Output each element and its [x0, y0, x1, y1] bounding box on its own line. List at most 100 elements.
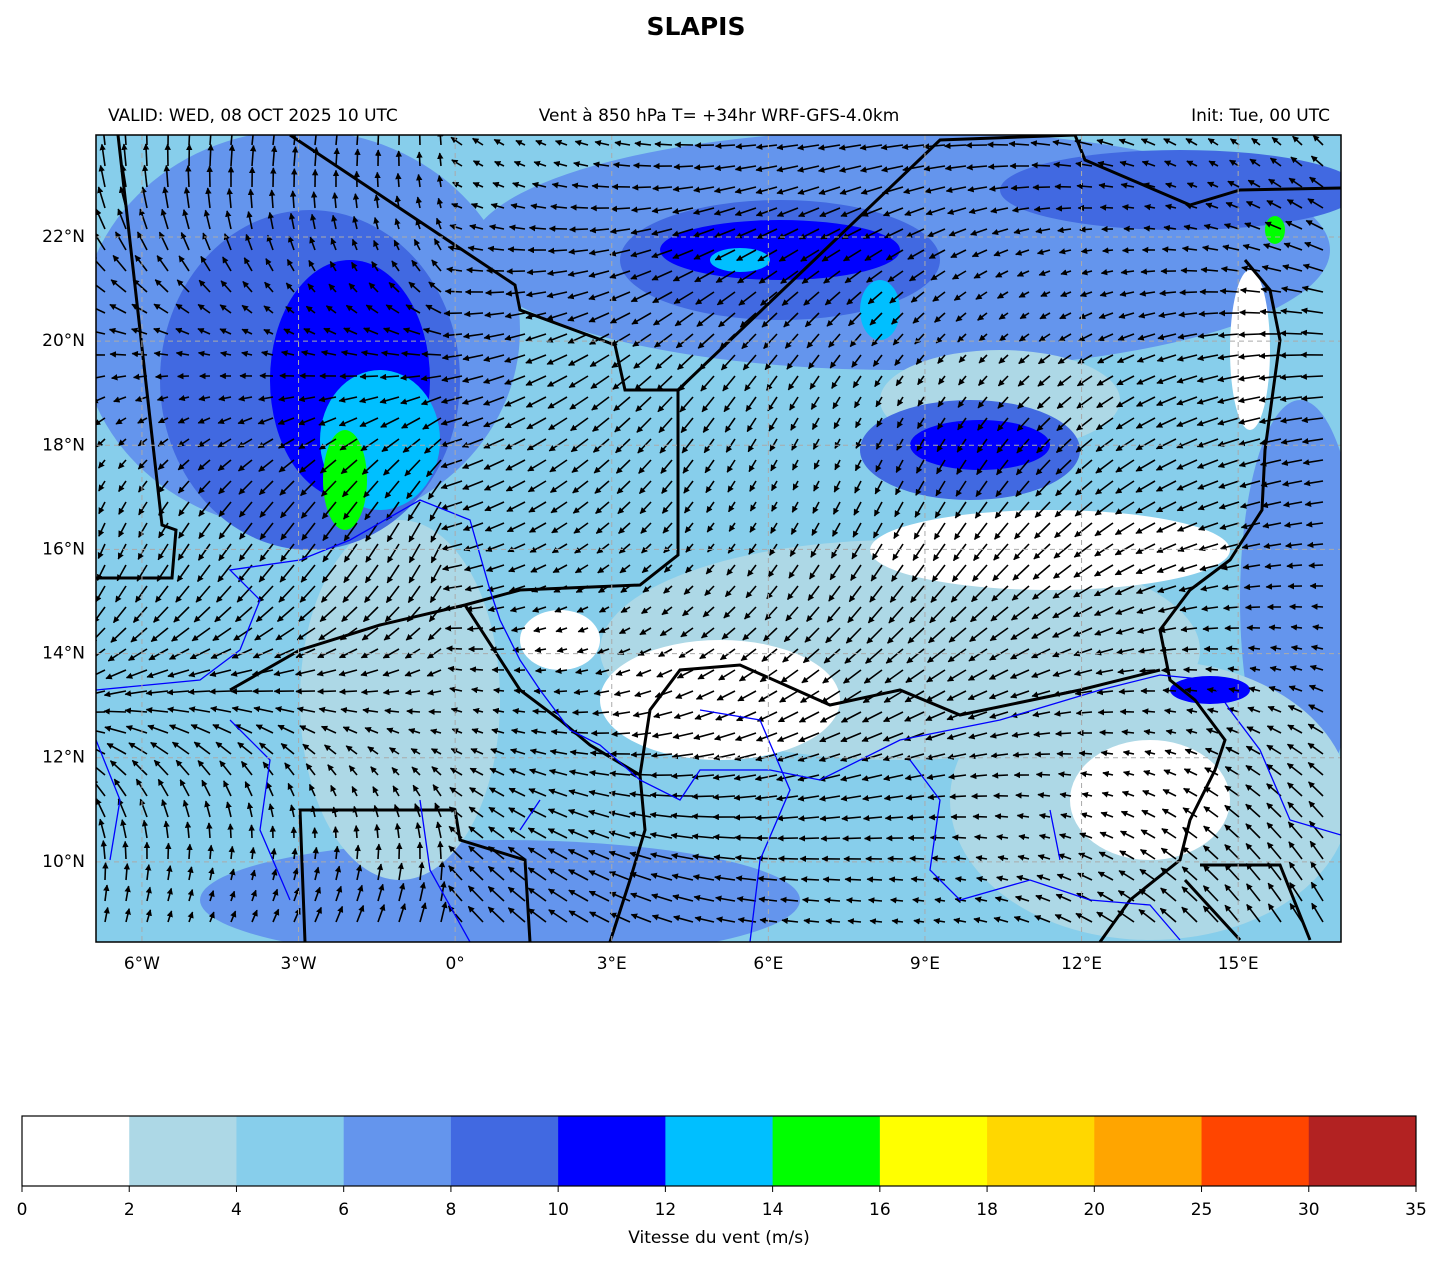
- init-time: Init: Tue, 00 UTC: [1191, 106, 1330, 126]
- wind-arrow: [1016, 795, 1029, 796]
- wind-arrow: [419, 152, 420, 166]
- colorbar-tick-label: 8: [446, 1200, 457, 1220]
- wind-arrow: [821, 838, 840, 839]
- wind-arrow: [445, 291, 462, 292]
- x-tick-label: 12°E: [1061, 954, 1102, 974]
- wind-arrow: [189, 123, 190, 145]
- x-tick-label: 0°: [445, 954, 464, 974]
- speed-patch: [870, 510, 1230, 590]
- x-tick-label: 6°W: [124, 954, 160, 974]
- wind-arrow: [110, 354, 126, 355]
- wind-arrow: [692, 816, 714, 817]
- y-tick-label: 18°N: [42, 435, 85, 455]
- wind-arrow: [1181, 270, 1197, 271]
- speed-patch: [520, 610, 600, 670]
- wind-arrow: [318, 691, 336, 692]
- wind-arrow: [1100, 207, 1113, 208]
- wind-arrow: [632, 187, 651, 188]
- wind-arrow: [953, 837, 966, 838]
- wind-arrow: [1206, 669, 1218, 670]
- wind-arrow: [188, 166, 189, 187]
- wind-arrow: [950, 796, 966, 797]
- wind-arrow: [1280, 333, 1302, 334]
- wind-arrow: [867, 879, 882, 880]
- wind-arrow: [378, 128, 379, 145]
- wind-arrow: [1141, 271, 1155, 272]
- wind-arrow: [735, 837, 756, 838]
- y-tick-label: 10°N: [42, 852, 85, 872]
- wind-arrow: [889, 879, 903, 880]
- wind-arrow: [536, 670, 546, 671]
- colorbar-tick-label: 6: [338, 1200, 349, 1220]
- wind-arrow: [335, 827, 336, 838]
- wind-arrow: [209, 823, 210, 838]
- wind-arrow: [1142, 711, 1155, 712]
- wind-arrow: [1246, 607, 1260, 608]
- colorbar-swatch: [773, 1116, 881, 1186]
- wind-arrow: [1100, 732, 1113, 733]
- colorbar-swatch: [880, 1116, 988, 1186]
- colorbar-swatch: [1094, 1116, 1202, 1186]
- wind-arrow: [210, 691, 231, 692]
- wind-field: [80, 123, 1360, 960]
- wind-arrow: [146, 123, 147, 145]
- y-tick-label: 12°N: [42, 748, 85, 768]
- wind-arrow: [336, 148, 337, 166]
- wind-arrow: [655, 144, 672, 145]
- wind-arrow: [104, 711, 126, 712]
- wind-arrow: [995, 816, 1008, 817]
- wind-arrow: [447, 648, 462, 649]
- colorbar-swatch: [1202, 1116, 1310, 1186]
- wind-arrow: [440, 131, 441, 145]
- wind-arrow: [973, 816, 987, 817]
- wind-arrow: [779, 858, 798, 859]
- y-tick-label: 20°N: [42, 331, 85, 351]
- colorbar-tick-label: 35: [1405, 1200, 1427, 1220]
- y-tick-label: 14°N: [42, 644, 85, 664]
- wind-arrow: [1119, 691, 1134, 692]
- wind-arrow: [340, 691, 357, 692]
- wind-arrow: [988, 166, 1008, 167]
- wind-arrow: [1203, 628, 1218, 629]
- speed-patch: [300, 520, 500, 880]
- wind-arrow: [1312, 606, 1323, 607]
- x-tick-label: 9°E: [910, 954, 940, 974]
- wind-arrow: [105, 863, 106, 880]
- colorbar-tick-label: 14: [762, 1200, 784, 1220]
- map-subtitle: Vent à 850 hPa T= +34hr WRF-GFS-4.0km: [539, 106, 900, 126]
- wind-arrow: [799, 838, 819, 839]
- wind-arrow: [1163, 690, 1176, 691]
- wind-arrow: [356, 826, 357, 838]
- wind-arrow: [1180, 292, 1197, 293]
- wind-arrow: [548, 250, 567, 251]
- speed-patch: [1230, 270, 1270, 430]
- colorbar-swatch: [451, 1116, 559, 1186]
- colorbar-swatch: [665, 1116, 773, 1186]
- x-tick-label: 6°E: [753, 954, 783, 974]
- valid-time: VALID: WED, 08 OCT 2025 10 UTC: [108, 106, 398, 126]
- wind-arrow: [1056, 208, 1071, 209]
- wind-arrow: [1182, 649, 1197, 650]
- wind-arrow: [440, 841, 441, 859]
- wind-arrow: [1144, 228, 1155, 229]
- wind-arrow: [692, 796, 714, 797]
- wind-arrow: [571, 207, 588, 208]
- colorbar-tick-label: 12: [655, 1200, 677, 1220]
- colorbar-tick-label: 30: [1298, 1200, 1320, 1220]
- wind-arrow: [843, 838, 861, 839]
- x-tick-label: 3°E: [597, 954, 627, 974]
- colorbar-tick-label: 4: [231, 1200, 242, 1220]
- wind-arrow: [801, 879, 819, 880]
- wind-arrow: [357, 149, 358, 166]
- wind-arrow: [910, 858, 924, 859]
- wind-arrow: [210, 145, 211, 166]
- colorbar-label: Vitesse du vent (m/s): [628, 1228, 809, 1248]
- wind-arrow: [1269, 627, 1281, 628]
- wind-arrow: [377, 172, 378, 187]
- colorbar-tick-label: 18: [976, 1200, 998, 1220]
- wind-arrow: [1309, 565, 1323, 566]
- wind-arrow: [230, 824, 231, 838]
- wind-arrow: [1226, 648, 1239, 649]
- wind-arrow: [907, 817, 924, 818]
- wind-arrow: [486, 292, 504, 293]
